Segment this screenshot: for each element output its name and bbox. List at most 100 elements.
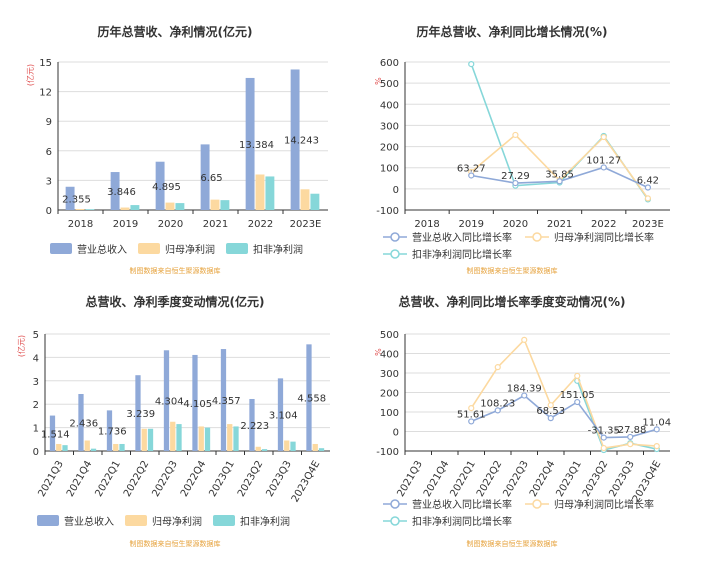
legend-label: 营业总收入同比增长率	[412, 231, 512, 244]
bar-net-profit	[56, 443, 62, 451]
series-point	[547, 402, 554, 409]
series-point	[644, 195, 652, 202]
bar-revenue	[110, 172, 120, 210]
legend-swatch	[50, 243, 72, 254]
series-point	[468, 61, 475, 68]
legend-marker	[532, 499, 542, 509]
series-line	[470, 338, 657, 449]
legend-label: 营业总收入同比增长率	[412, 498, 512, 511]
series-point	[600, 444, 607, 452]
x-tick-label: 2021Q4	[422, 459, 451, 499]
chart-title: 历年总营收、净利情况(亿元)	[98, 24, 253, 39]
chart-title: 总营收、净利季度变动情况(亿元)	[86, 294, 265, 309]
series-point	[512, 131, 519, 139]
y-axis-unit: (亿元)	[16, 335, 26, 357]
bar-revenue	[290, 69, 300, 211]
x-tick-label: 2023E	[290, 219, 322, 230]
y-tick-label: -100	[376, 206, 399, 217]
legend-label: 营业总收入	[77, 243, 127, 256]
y-tick-label: 1	[33, 424, 39, 435]
x-tick-label: 2022Q2	[122, 459, 151, 499]
y-tick-label: 500	[380, 79, 399, 90]
y-axis-unit: %	[374, 77, 383, 85]
bar-net-profit	[198, 426, 204, 451]
y-tick-label: 0	[393, 428, 399, 439]
bar-deducted-profit	[62, 445, 68, 451]
x-tick-label: 2023Q2	[236, 459, 265, 499]
legend-label: 扣非净利润同比增长率	[412, 515, 512, 528]
x-tick-label: 2023E	[632, 219, 664, 230]
series-point	[627, 433, 634, 441]
bar-deducted-profit	[204, 427, 211, 451]
y-tick-label: 500	[380, 330, 399, 341]
legend-swatch	[213, 515, 235, 526]
bar-net-profit	[227, 424, 233, 451]
legend-swatch	[138, 243, 160, 254]
bar-net-profit	[312, 443, 318, 451]
bar-deducted-profit	[176, 424, 182, 451]
y-tick-label: 6	[46, 147, 52, 158]
bar-deducted-profit	[85, 209, 95, 210]
x-tick-label: 2022Q2	[475, 459, 504, 499]
y-tick-label: 2	[33, 400, 39, 411]
series-point	[512, 179, 519, 187]
bar-data-label: 4.558	[297, 394, 326, 405]
legend-marker	[390, 516, 400, 526]
bar-net-profit	[141, 428, 147, 451]
legend-label: 归母净利润	[165, 243, 215, 256]
series-point	[547, 415, 554, 422]
line-data-label: 63.27	[457, 163, 486, 174]
y-tick-label: 200	[380, 143, 399, 154]
y-tick-label: 5	[33, 330, 39, 341]
x-tick-label: 2020	[503, 219, 528, 230]
bar-net-profit	[84, 440, 90, 451]
series-point	[574, 398, 581, 406]
legend-label: 扣非净利润	[240, 515, 290, 528]
source-note: 制图数据来自恒生聚源数据库	[467, 539, 558, 548]
legend-label: 归母净利润同比增长率	[554, 231, 654, 244]
bar-deducted-profit	[119, 443, 125, 451]
bar-deducted-profit	[90, 448, 97, 451]
y-tick-label: 0	[46, 206, 52, 217]
bar-deducted-profit	[220, 200, 230, 210]
bar-data-label: 4.304	[155, 397, 184, 408]
x-tick-label: 2021Q4	[65, 459, 94, 499]
bar-deducted-profit	[233, 426, 239, 451]
bar-data-label: 2.223	[240, 421, 269, 432]
bar-revenue	[163, 350, 170, 451]
bar-data-label: 4.357	[212, 396, 241, 407]
bar-data-label: 3.104	[269, 411, 298, 422]
line-data-label: 35.85	[545, 169, 574, 180]
series-point	[653, 426, 660, 433]
x-tick-label: 2023Q3	[264, 459, 293, 499]
x-tick-label: 2023Q1	[207, 459, 236, 499]
bar-revenue	[277, 378, 284, 451]
legend-marker	[390, 499, 400, 509]
y-tick-label: 200	[380, 389, 399, 400]
y-tick-label: 12	[39, 88, 52, 99]
x-tick-label: 2022Q3	[501, 459, 530, 499]
bar-data-label: 14.243	[284, 136, 319, 147]
legend-swatch	[125, 515, 147, 526]
series-point	[468, 405, 475, 412]
series-point	[521, 392, 528, 399]
bar-data-label: 4.895	[152, 182, 181, 193]
bar-revenue	[49, 415, 56, 451]
bar-revenue	[135, 375, 141, 451]
x-tick-label: 2023Q2	[581, 459, 610, 499]
y-tick-label: 0	[33, 447, 39, 458]
y-tick-label: 600	[380, 58, 399, 69]
y-tick-label: 400	[380, 100, 399, 111]
bar-revenue	[192, 354, 198, 451]
line-data-label: -27.88	[614, 425, 646, 436]
line-data-label: 184.39	[507, 384, 542, 395]
x-tick-label: 2022Q3	[150, 459, 179, 499]
bar-deducted-profit	[175, 203, 185, 210]
legend-marker	[532, 232, 542, 242]
bar-revenue	[106, 410, 113, 451]
y-tick-label: 3	[46, 176, 52, 187]
bar-net-profit	[255, 446, 261, 451]
y-tick-label: 3	[33, 377, 39, 388]
y-axis-unit: %	[374, 348, 383, 356]
